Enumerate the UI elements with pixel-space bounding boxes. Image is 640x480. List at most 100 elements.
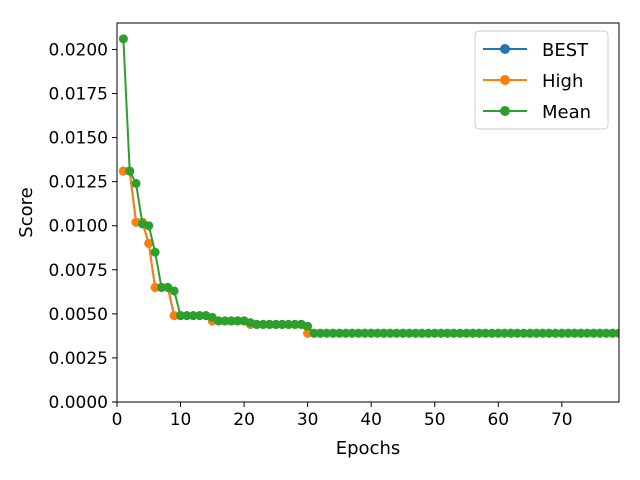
data-point bbox=[156, 282, 166, 292]
data-point bbox=[131, 178, 141, 188]
legend-marker bbox=[500, 106, 510, 116]
series-mean bbox=[118, 34, 619, 338]
data-point bbox=[214, 316, 224, 326]
data-point bbox=[512, 328, 522, 338]
data-point bbox=[169, 286, 179, 296]
data-point bbox=[258, 319, 268, 329]
data-point bbox=[271, 319, 281, 329]
data-point bbox=[576, 328, 586, 338]
data-point bbox=[398, 328, 408, 338]
data-point bbox=[233, 316, 243, 326]
series-line bbox=[123, 170, 619, 335]
data-point bbox=[252, 319, 262, 329]
x-axis-title: Epochs bbox=[336, 438, 401, 459]
data-point bbox=[601, 328, 611, 338]
x-tick-label: 0 bbox=[112, 410, 123, 430]
data-point bbox=[404, 328, 414, 338]
data-point bbox=[608, 328, 618, 338]
data-point bbox=[144, 221, 154, 231]
data-point bbox=[379, 328, 389, 338]
legend-marker bbox=[500, 44, 510, 54]
data-point bbox=[284, 319, 294, 329]
data-point bbox=[125, 166, 135, 176]
series-layer bbox=[118, 34, 619, 338]
data-point bbox=[277, 319, 287, 329]
y-tick-label: 0.0200 bbox=[49, 40, 108, 60]
data-point bbox=[544, 328, 554, 338]
x-tick-label: 10 bbox=[170, 410, 192, 430]
data-point bbox=[315, 328, 325, 338]
data-point bbox=[563, 328, 573, 338]
data-point bbox=[436, 328, 446, 338]
data-point bbox=[150, 282, 160, 292]
legend: BEST High Mean bbox=[474, 30, 609, 130]
data-point bbox=[468, 328, 478, 338]
data-point bbox=[265, 319, 275, 329]
y-tick-label: 0.0175 bbox=[49, 85, 108, 105]
y-tick-label: 0.0075 bbox=[49, 261, 108, 281]
y-tick-label: 0.0125 bbox=[49, 173, 108, 193]
data-point bbox=[353, 328, 363, 338]
x-tick-label: 70 bbox=[551, 410, 573, 430]
data-point bbox=[328, 328, 338, 338]
data-point bbox=[341, 328, 351, 338]
legend-box bbox=[474, 30, 609, 130]
data-point bbox=[614, 328, 619, 338]
data-point bbox=[360, 328, 370, 338]
axes-frame bbox=[116, 22, 620, 403]
data-point bbox=[176, 311, 186, 321]
data-point bbox=[557, 328, 567, 338]
data-point bbox=[417, 328, 427, 338]
data-point bbox=[195, 311, 205, 321]
data-point bbox=[411, 328, 421, 338]
legend-label: BEST bbox=[542, 40, 589, 61]
data-point bbox=[309, 328, 319, 338]
data-point bbox=[290, 319, 300, 329]
x-tick-label: 40 bbox=[360, 410, 382, 430]
data-point bbox=[322, 328, 332, 338]
y-tick-label: 0.0025 bbox=[49, 349, 108, 369]
data-point bbox=[442, 328, 452, 338]
data-point bbox=[589, 328, 599, 338]
data-point bbox=[118, 166, 128, 176]
legend-label: Mean bbox=[542, 102, 591, 123]
data-point bbox=[455, 328, 465, 338]
data-point bbox=[366, 328, 376, 338]
data-point bbox=[303, 321, 313, 331]
data-point bbox=[423, 328, 433, 338]
y-tick-label: 0.0150 bbox=[49, 129, 108, 149]
legend-item-high: High bbox=[483, 71, 583, 92]
data-point bbox=[506, 328, 516, 338]
x-tick-label: 20 bbox=[233, 410, 255, 430]
data-point bbox=[525, 328, 535, 338]
data-point bbox=[595, 328, 605, 338]
data-point bbox=[150, 247, 160, 257]
data-point bbox=[570, 328, 580, 338]
data-point bbox=[220, 316, 230, 326]
x-tick-label: 30 bbox=[297, 410, 319, 430]
data-point bbox=[182, 311, 192, 321]
data-point bbox=[538, 328, 548, 338]
data-point bbox=[493, 328, 503, 338]
data-point bbox=[118, 34, 128, 44]
data-point bbox=[474, 328, 484, 338]
data-point bbox=[226, 316, 236, 326]
data-point bbox=[334, 328, 344, 338]
legend-item-best: BEST bbox=[483, 40, 589, 61]
legend-label: High bbox=[542, 71, 583, 92]
data-point bbox=[392, 328, 402, 338]
data-point bbox=[303, 328, 313, 338]
y-tick-label: 0.0100 bbox=[49, 217, 108, 237]
x-tick-label: 60 bbox=[487, 410, 509, 430]
legend-marker bbox=[500, 75, 510, 85]
data-point bbox=[373, 328, 383, 338]
data-point bbox=[461, 328, 471, 338]
legend-item-mean: Mean bbox=[483, 102, 591, 123]
data-point bbox=[169, 311, 179, 321]
data-point bbox=[144, 238, 154, 248]
data-point bbox=[487, 328, 497, 338]
data-point bbox=[430, 328, 440, 338]
data-point bbox=[347, 328, 357, 338]
x-axis-ticks: 0 10 20 30 40 50 60 70 bbox=[112, 402, 573, 430]
x-tick-label: 50 bbox=[424, 410, 446, 430]
